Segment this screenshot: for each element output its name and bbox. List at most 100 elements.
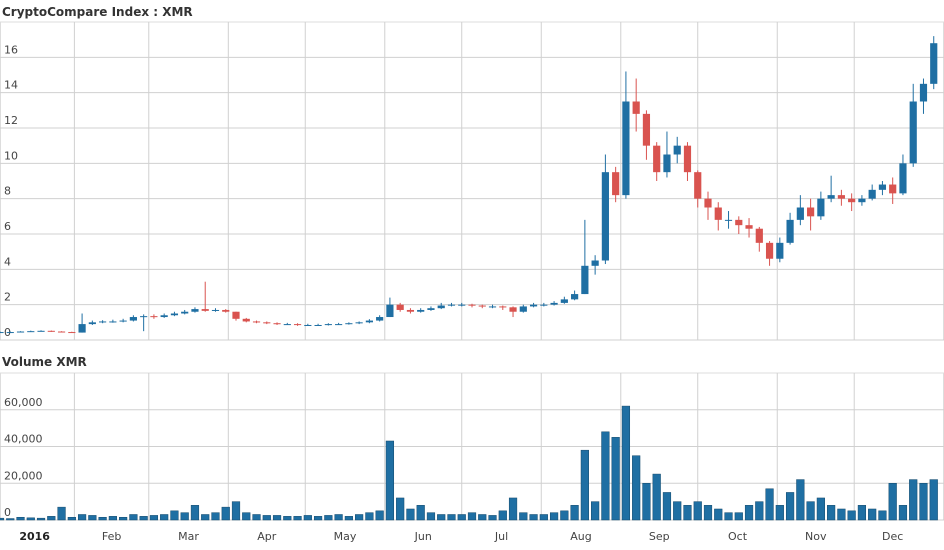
x-tick-label: Sep xyxy=(649,530,670,543)
volume-bar xyxy=(529,514,538,521)
candle-body xyxy=(889,184,897,194)
volume-bar xyxy=(262,515,271,521)
volume-bar xyxy=(385,440,395,521)
plot-frame xyxy=(0,21,944,341)
volume-bar xyxy=(868,508,877,521)
candle-body xyxy=(293,324,302,326)
candle-body xyxy=(529,304,538,307)
volume-bar xyxy=(272,515,282,521)
candle-body xyxy=(68,332,76,334)
candle-body xyxy=(509,307,517,312)
volume-bar xyxy=(344,516,353,521)
y-tick-label: 60,000 xyxy=(4,396,43,409)
candle-body xyxy=(919,83,928,102)
candle-body xyxy=(57,331,66,333)
volume-bar xyxy=(642,483,651,521)
x-tick-label: Jun xyxy=(414,530,432,543)
volume-bar xyxy=(437,514,446,521)
y-tick-label: 0 xyxy=(4,506,11,519)
y-tick-label: 10 xyxy=(4,149,18,162)
candle-body xyxy=(622,101,630,196)
x-tick-label: May xyxy=(334,530,357,543)
volume-bar xyxy=(36,517,46,521)
candle-body xyxy=(786,219,794,243)
candle-body xyxy=(140,316,148,318)
candle-body xyxy=(427,308,435,310)
volume-bar xyxy=(652,473,661,521)
candle-body xyxy=(437,305,445,309)
candle-body xyxy=(232,311,240,319)
y-tick-label: 16 xyxy=(4,43,18,56)
candle-body xyxy=(858,198,866,203)
y-tick-label: 8 xyxy=(4,185,11,198)
volume-bar xyxy=(888,483,897,521)
volume-bar xyxy=(498,510,507,521)
candle-body xyxy=(807,207,815,217)
volume-bar xyxy=(755,501,764,521)
volume-bar xyxy=(67,516,76,521)
candle-body xyxy=(335,324,343,326)
x-tick-label: Apr xyxy=(257,530,277,543)
volume-bar xyxy=(621,405,631,521)
volume-bar xyxy=(601,431,610,521)
candle-body xyxy=(88,322,96,325)
volume-bar xyxy=(252,514,261,521)
volume-bar xyxy=(108,516,117,521)
candle-body xyxy=(129,317,137,321)
volume-bar xyxy=(816,497,825,521)
candle-body xyxy=(776,242,784,259)
volume-bar xyxy=(149,515,159,521)
volume-bar xyxy=(119,516,128,521)
candle-body xyxy=(488,306,497,308)
candle-body xyxy=(704,198,712,208)
volume-bar xyxy=(519,512,528,521)
candle-body xyxy=(663,154,671,173)
y-tick-label: 14 xyxy=(4,79,18,92)
volume-bar xyxy=(375,510,384,521)
y-tick-label: 40,000 xyxy=(4,433,43,446)
candle-body xyxy=(724,219,733,221)
candle-body xyxy=(406,309,415,312)
candle-body xyxy=(376,317,384,321)
x-tick-label: Jul xyxy=(494,530,508,543)
volume-bar xyxy=(211,512,220,521)
y-tick-label: 6 xyxy=(4,220,11,233)
candle-body xyxy=(478,305,486,307)
candle-body xyxy=(468,304,476,306)
candle-body xyxy=(653,145,661,173)
volume-bar xyxy=(909,479,918,521)
candle-body xyxy=(37,330,45,332)
candle-body xyxy=(765,242,774,259)
candle-body xyxy=(314,324,322,326)
volume-bar xyxy=(355,514,364,521)
volume-bar xyxy=(180,512,189,521)
volume-bar xyxy=(734,512,743,521)
volume-bar xyxy=(560,510,569,521)
x-tick-label: Nov xyxy=(805,530,827,543)
candle-body xyxy=(119,320,127,322)
volume-bar xyxy=(457,514,466,521)
candle-body xyxy=(612,172,620,196)
volume-bar xyxy=(170,510,179,521)
y-tick-label: 20,000 xyxy=(4,469,43,482)
candle-body xyxy=(899,163,907,194)
candle-body xyxy=(283,324,291,326)
candle-body xyxy=(930,43,938,84)
volume-bar xyxy=(57,506,66,521)
candle-body xyxy=(540,304,548,306)
candle-body xyxy=(181,311,189,314)
volume-bar xyxy=(693,501,702,521)
candle-body xyxy=(673,145,681,155)
candle-body xyxy=(571,294,579,300)
candle-body xyxy=(848,198,856,203)
candle-body xyxy=(109,321,117,323)
candle-body xyxy=(191,309,199,312)
volume-bar xyxy=(231,501,241,521)
volume-bar xyxy=(396,497,405,521)
y-tick-label: 12 xyxy=(4,114,18,127)
x-tick-label: Aug xyxy=(570,530,591,543)
candle-body xyxy=(868,189,876,199)
candle-body xyxy=(755,228,763,243)
volume-bar xyxy=(139,516,148,521)
candle-body xyxy=(345,323,353,325)
